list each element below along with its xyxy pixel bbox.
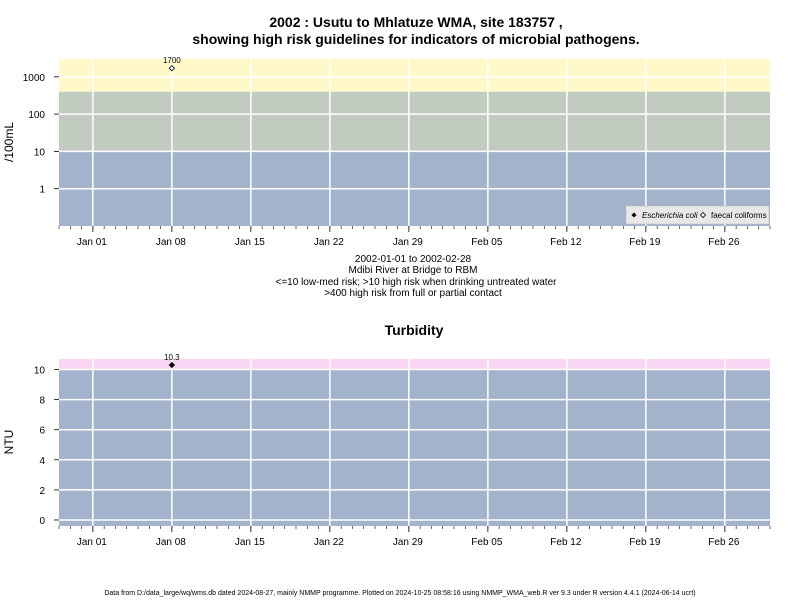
legend-ecoli-marker-icon <box>631 212 637 218</box>
chart2-panel: Jan 01 Jan 08 Jan 15 Jan 22 Jan 29 Feb 05 Feb … <box>34 353 771 548</box>
chart2-x-tick-label: Feb 12 <box>550 537 582 548</box>
chart1-band-2 <box>59 59 770 92</box>
chart2-band-1 <box>59 359 770 370</box>
chart1-y-tick-label: 1000 <box>23 73 46 84</box>
chart2-title: Turbidity <box>385 322 444 338</box>
chart2-y-tick-label: 2 <box>39 486 45 497</box>
chart1-title-line1: 2002 : Usutu to Mhlatuze WMA, site 18375… <box>269 14 562 30</box>
legend-ecoli-label: Escherichia coli <box>642 211 698 220</box>
chart1-x-tick-label: Feb 26 <box>708 237 740 248</box>
chart2-y-tick-label: 0 <box>39 516 45 527</box>
chart2-y-tick-label: 4 <box>39 456 45 467</box>
caption-site-name: Mdibi River at Bridge to RBM <box>349 265 478 276</box>
chart1-x-tick-label: Feb 19 <box>629 237 661 248</box>
chart2-y-axis-label: NTU <box>2 430 16 455</box>
chart2-x-tick-label: Jan 22 <box>314 537 344 548</box>
chart1-x-tick-label: Jan 08 <box>156 237 186 248</box>
chart2-x-tick-label: Jan 15 <box>235 537 265 548</box>
chart2-x-tick-label: Feb 05 <box>471 537 503 548</box>
chart2-x-tick-label: Jan 29 <box>393 537 423 548</box>
chart1-title-line2: showing high risk guidelines for indicat… <box>192 31 639 47</box>
chart1-x-tick-label: Feb 12 <box>550 237 582 248</box>
caption-date-range: 2002-01-01 to 2002-02-28 <box>355 254 472 265</box>
chart1-band-1 <box>59 91 770 152</box>
chart2-point-label: 10.3 <box>164 353 180 362</box>
chart2-x-tick-label: Jan 01 <box>77 537 107 548</box>
chart1-y-tick-label: 100 <box>28 110 45 121</box>
chart1-point-label: 1700 <box>163 56 181 65</box>
chart1-legend: Escherichia coli faecal coliforms <box>625 205 770 225</box>
chart2-x-tick-label: Jan 08 <box>156 537 186 548</box>
chart2-x-tick-label: Feb 26 <box>708 537 740 548</box>
chart1-y-tick-label: 1 <box>39 185 45 196</box>
chart2-point <box>168 361 176 369</box>
chart1-x-tick-label: Jan 22 <box>314 237 344 248</box>
chart1-y-axis-label: /100mL <box>2 122 16 162</box>
chart2-y-tick-label: 10 <box>34 366 46 377</box>
chart1-x-tick-label: Jan 29 <box>393 237 423 248</box>
chart1-x-tick-label: Jan 15 <box>235 237 265 248</box>
legend-faecal-label: faecal coliforms <box>711 211 767 220</box>
legend-faecal-marker-icon <box>699 211 707 219</box>
chart1-x-tick-label: Feb 05 <box>471 237 503 248</box>
chart1-x-tick-label: Jan 01 <box>77 237 107 248</box>
chart1-point <box>168 65 176 72</box>
caption-risk-drinking: <=10 low-med risk; >10 high risk when dr… <box>276 277 558 288</box>
chart2-band-0 <box>59 369 770 526</box>
chart2-x-tick-label: Feb 19 <box>629 537 661 548</box>
caption-risk-contact: >400 high risk from full or partial cont… <box>324 288 502 299</box>
chart1-y-tick-label: 10 <box>34 147 46 158</box>
footer-note: Data from D:/data_large/wq/wms.db dated … <box>104 590 695 597</box>
chart2-y-tick-label: 8 <box>39 396 45 407</box>
chart2-y-tick-label: 6 <box>39 426 45 437</box>
chart1-panel: Jan 01 Jan 08 Jan 15 Jan 22 Jan 29 Feb 05 Feb … <box>23 56 771 248</box>
